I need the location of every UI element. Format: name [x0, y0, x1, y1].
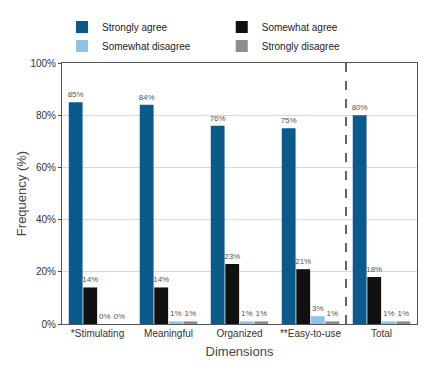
svg-text:84%: 84%: [139, 93, 155, 102]
svg-text:1%: 1%: [241, 309, 253, 318]
svg-text:3%: 3%: [312, 304, 324, 313]
svg-text:Somewhat disagree: Somewhat disagree: [102, 41, 191, 52]
svg-text:1%: 1%: [170, 309, 182, 318]
svg-text:0%: 0%: [99, 312, 111, 321]
svg-text:Strongly agree: Strongly agree: [102, 22, 167, 33]
svg-text:20%: 20%: [36, 266, 56, 277]
svg-text:Organized: Organized: [216, 328, 262, 339]
svg-text:1%: 1%: [398, 309, 410, 318]
svg-text:18%: 18%: [366, 265, 382, 274]
svg-text:85%: 85%: [68, 90, 84, 99]
svg-text:*Stimulating: *Stimulating: [71, 328, 124, 339]
svg-text:1%: 1%: [256, 309, 268, 318]
svg-text:Total: Total: [371, 328, 392, 339]
svg-text:1%: 1%: [383, 309, 395, 318]
svg-text:**Easy-to-use: **Easy-to-use: [280, 328, 342, 339]
svg-text:Frequency (%): Frequency (%): [14, 151, 29, 236]
svg-text:Somewhat agree: Somewhat agree: [262, 22, 338, 33]
svg-text:76%: 76%: [210, 114, 226, 123]
svg-text:Strongly disagree: Strongly disagree: [262, 41, 340, 52]
svg-text:14%: 14%: [82, 275, 98, 284]
svg-text:60%: 60%: [36, 162, 56, 173]
svg-text:21%: 21%: [295, 257, 311, 266]
svg-text:14%: 14%: [153, 275, 169, 284]
svg-text:100%: 100%: [30, 58, 56, 69]
svg-text:40%: 40%: [36, 214, 56, 225]
svg-text:0%: 0%: [114, 312, 126, 321]
svg-text:80%: 80%: [36, 110, 56, 121]
svg-text:1%: 1%: [327, 309, 339, 318]
svg-text:75%: 75%: [281, 116, 297, 125]
svg-text:1%: 1%: [185, 309, 197, 318]
svg-text:Meaningful: Meaningful: [144, 328, 193, 339]
svg-text:0%: 0%: [42, 319, 57, 330]
svg-text:23%: 23%: [224, 252, 240, 261]
svg-text:Dimensions: Dimensions: [206, 344, 274, 359]
svg-text:80%: 80%: [352, 103, 368, 112]
